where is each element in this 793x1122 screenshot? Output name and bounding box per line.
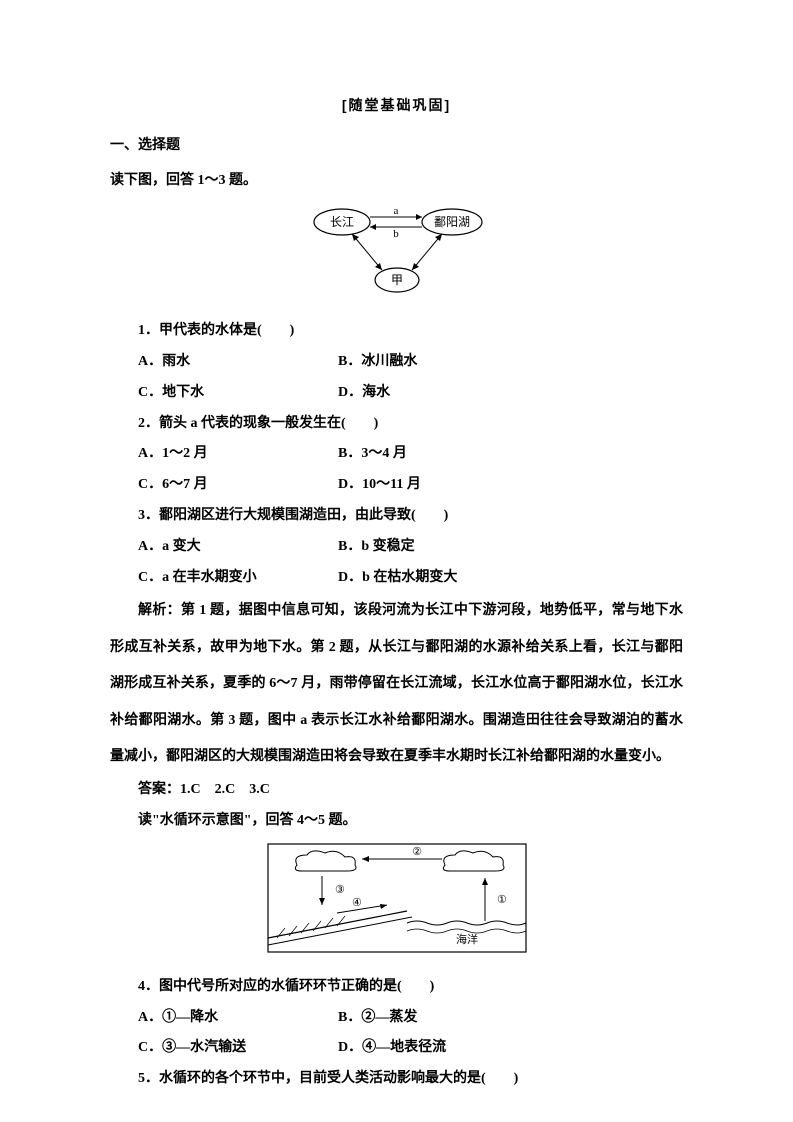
section-title-1: 一、选择题 [110,131,683,162]
q3-stem: 3．鄱阳湖区进行大规模围湖造田，由此导致( ) [110,501,683,532]
diagram1-node-left: 长江 [329,215,353,229]
diagram2-label-1: ① [497,894,507,906]
q2-opt-a: A．1～2 月 [138,439,338,470]
diagram-1-svg: 长江 鄱阳湖 甲 a b [297,202,497,297]
q1-opt-a: A．雨水 [138,347,338,378]
diagram-2-container: ② ③ ① ④ 海洋 [110,843,683,966]
diagram-2-svg: ② ③ ① ④ 海洋 [267,843,527,953]
q2-opt-b: B．3～4 月 [338,439,407,470]
q4-opt-a: A．①―降水 [138,1003,338,1034]
q3-opt-d: D．b 在枯水期变大 [338,563,457,594]
diagram-1-container: 长江 鄱阳湖 甲 a b [110,202,683,310]
diagram2-label-4: ④ [352,897,362,909]
q4-opt-d: D．④―地表径流 [338,1033,446,1064]
diagram2-ocean-label: 海洋 [456,932,478,946]
q1-opt-c: C．地下水 [138,378,338,409]
q2-opt-c: C．6～7 月 [138,470,338,501]
q3-opt-b: B．b 变稳定 [338,532,415,563]
diagram2-label-3: ③ [335,884,345,896]
diagram1-node-bottom: 甲 [390,273,402,287]
diagram2-label-2: ② [412,846,422,858]
diagram1-edge-a: a [393,205,398,217]
explanation-1: 解析：第 1 题，据图中信息可知，该段河流为长江中下游河段，地势低平，常与地下水… [110,593,683,775]
diagram1-edge-b: b [393,228,399,240]
q1-opt-d: D．海水 [338,378,390,409]
q2-stem: 2．箭头 a 代表的现象一般发生在( ) [110,409,683,440]
q3-opt-a: A．a 变大 [138,532,338,563]
q2-opt-d: D．10～11 月 [338,470,421,501]
q4-stem: 4．图中代号所对应的水循环环节正确的是( ) [110,972,683,1003]
answer-1: 答案：1.C 2.C 3.C [110,775,683,806]
q4-opt-c: C．③―水汽输送 [138,1033,338,1064]
q5-stem: 5．水循环的各个环节中，目前受人类活动影响最大的是( ) [110,1064,683,1095]
diagram1-node-right: 鄱阳湖 [433,214,469,229]
q4-opt-b: B．②―蒸发 [338,1003,417,1034]
instruction-1: 读下图，回答 1～3 题。 [110,166,683,197]
instruction-2: 读"水循环示意图"，回答 4～5 题。 [110,806,683,837]
q1-opt-b: B．冰川融水 [338,347,417,378]
q3-opt-c: C．a 在丰水期变小 [138,563,338,594]
page-header-title: [随堂基础巩固] [110,90,683,121]
q1-stem: 1．甲代表的水体是( ) [110,316,683,347]
